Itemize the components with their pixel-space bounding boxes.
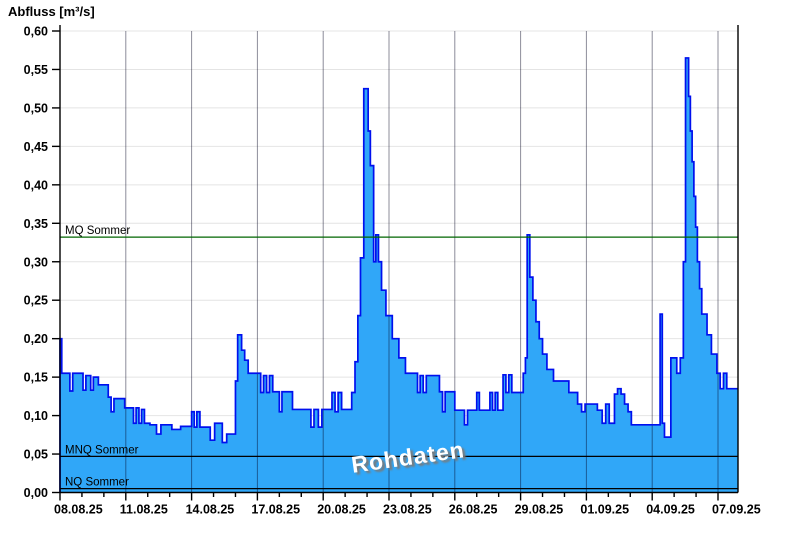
chart-title: Abfluss [m³/s] (8, 4, 95, 19)
reference-line-label: MQ Sommer (65, 225, 130, 237)
x-tick-label: 29.08.25 (515, 503, 564, 517)
x-tick-label: 04.09.25 (646, 503, 695, 517)
x-tick-label: 17.08.25 (251, 503, 300, 517)
y-tick-label: 0,30 (24, 255, 48, 269)
y-tick-label: 0,55 (24, 63, 48, 77)
y-tick-label: 0,00 (24, 486, 48, 500)
x-tick-label: 14.08.25 (186, 503, 235, 517)
y-tick-label: 0,20 (24, 332, 48, 346)
y-tick-label: 0,35 (24, 217, 48, 231)
y-tick-label: 0,25 (24, 294, 48, 308)
x-tick-label: 01.09.25 (580, 503, 629, 517)
series-outline (59, 57, 738, 493)
y-tick-label: 0,40 (24, 178, 48, 192)
x-tick-label: 11.08.25 (120, 503, 168, 517)
x-tick-label: 20.08.25 (317, 503, 366, 517)
x-tick-label: 23.08.25 (383, 503, 432, 517)
x-tick-label: 07.09.25 (712, 503, 761, 517)
x-tick-label: 08.08.25 (54, 503, 103, 517)
reference-line-label: NQ Sommer (65, 477, 129, 489)
y-tick-label: 0,50 (24, 101, 48, 115)
y-tick-label: 0,45 (24, 140, 48, 154)
reference-line-label: MNQ Sommer (65, 444, 139, 456)
y-tick-label: 0,15 (24, 371, 48, 385)
y-tick-label: 0,10 (24, 409, 48, 423)
y-tick-label: 0,05 (24, 448, 48, 462)
y-tick-label: 0,60 (24, 25, 48, 39)
x-tick-label: 26.08.25 (449, 503, 498, 517)
